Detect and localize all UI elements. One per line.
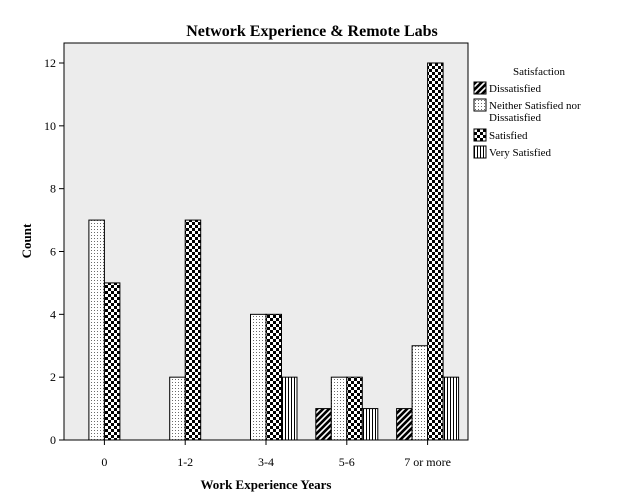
x-tick-label: 0 — [101, 455, 107, 469]
y-tick-label: 4 — [50, 307, 56, 321]
legend-label: Very Satisfied — [489, 147, 552, 159]
y-axis-title: Count — [19, 223, 34, 258]
bar-vertical-stripes — [361, 408, 379, 441]
chart-title: Network Experience & Remote Labs — [186, 23, 438, 40]
legend-label: Satisfied — [489, 130, 528, 142]
bar-vertical-stripes — [442, 376, 460, 441]
x-tick-label: 5-6 — [339, 455, 355, 469]
bar-dots — [88, 219, 105, 441]
x-tick-label: 1-2 — [177, 455, 193, 469]
y-tick-label: 6 — [50, 245, 56, 259]
bar-checkerboard — [427, 62, 444, 441]
bar-checkerboard — [265, 313, 282, 441]
legend-title: Satisfaction — [513, 66, 565, 78]
bar-diagonal-stripes — [315, 408, 332, 441]
legend-label: Dissatisfied — [489, 112, 541, 124]
y-tick-label: 12 — [44, 56, 56, 70]
bar-dots — [411, 345, 429, 441]
legend-swatch-checkerboard — [473, 128, 487, 142]
y-tick-label: 2 — [50, 370, 56, 384]
bar-checkerboard — [346, 376, 363, 441]
x-axis: 0 1-2 3-4 5-6 7 or more — [101, 440, 451, 469]
bar-checkerboard — [103, 282, 121, 441]
x-tick-label: 7 or more — [404, 455, 451, 469]
y-tick-label: 10 — [44, 119, 56, 133]
bar-vertical-stripes — [281, 376, 298, 441]
bar-dots — [330, 376, 348, 441]
bar-dots — [169, 376, 186, 441]
bar-dots — [250, 313, 267, 441]
legend-swatch-vertical-stripes — [473, 145, 487, 159]
bar-checkerboard — [184, 219, 202, 441]
y-tick-label: 8 — [50, 182, 56, 196]
y-tick-label: 0 — [50, 433, 56, 447]
legend-swatch-dots — [473, 98, 487, 112]
x-axis-title: Work Experience Years — [201, 477, 332, 492]
legend-label: Neither Satisfied nor — [489, 100, 581, 112]
bar-diagonal-stripes — [396, 408, 413, 441]
bars-group — [88, 62, 460, 441]
x-tick-label: 3-4 — [258, 455, 274, 469]
legend-label: Dissatisfied — [489, 83, 541, 95]
y-axis: 0 2 4 6 8 10 12 — [44, 56, 64, 447]
legend-swatch-diagonal-stripes — [473, 81, 487, 95]
